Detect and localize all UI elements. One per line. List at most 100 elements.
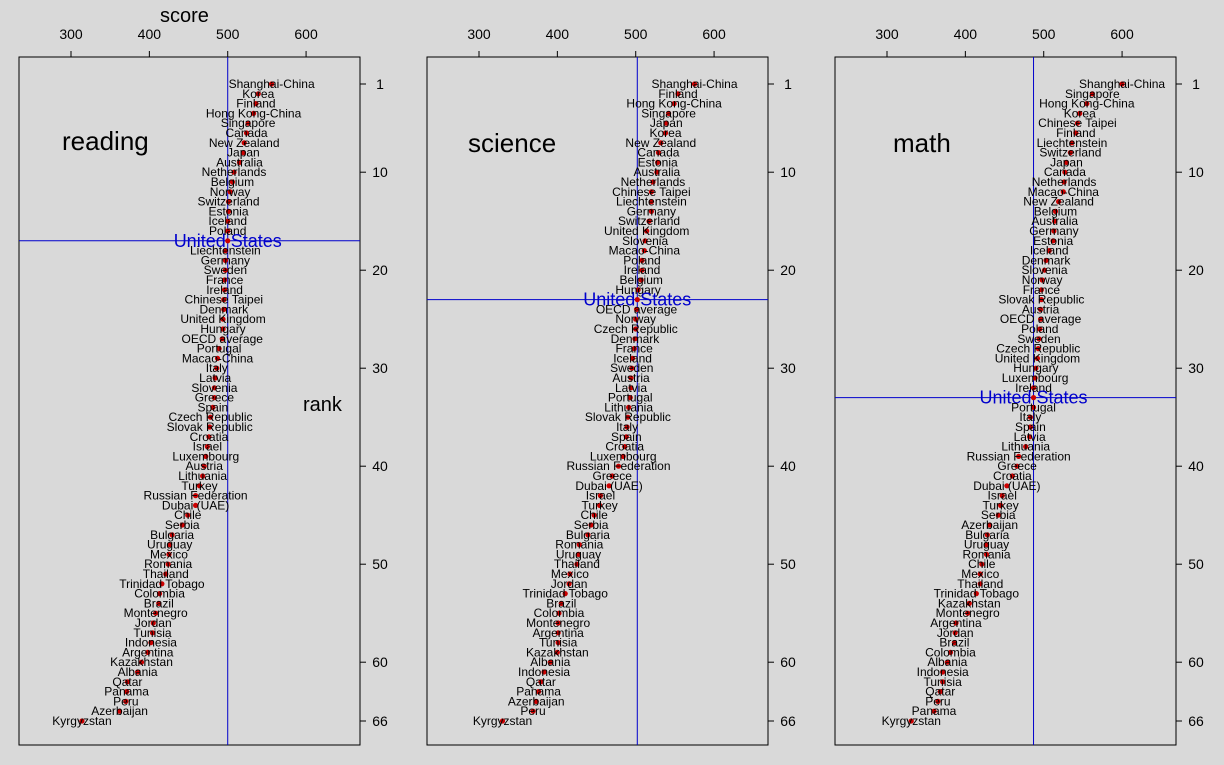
country-label-kyrgyzstan: Kyrgyzstan [882,714,941,728]
data-point-peru [123,698,129,705]
data-point-spain [210,404,216,410]
country-label-oecd-average: OECD average [596,302,678,316]
country-label-liechtenstein: Liechtenstein [190,244,261,258]
country-label-uruguay: Uruguay [964,538,1009,552]
country-label-panama: Panama [104,685,149,699]
data-point-uruguay [167,542,173,548]
country-label-mexico: Mexico [961,567,999,581]
country-label-argentina: Argentina [532,626,584,640]
country-label-shanghai-china: Shanghai-China [1079,77,1165,91]
country-label-liechtenstein: Liechtenstein [1037,136,1108,150]
country-label-slovak-republic: Slovak Republic [998,293,1084,307]
country-label-hong-kong-china: Hong Kong-China [206,106,302,120]
data-point-macao-china [641,248,647,254]
country-label-uruguay: Uruguay [556,547,601,561]
country-label-colombia: Colombia [134,587,185,601]
data-point-canada [243,130,250,136]
data-point-chile [185,512,191,518]
data-point-lithuania [200,473,206,479]
data-point-switzerland [225,199,232,205]
data-point-albania [135,669,141,675]
country-label-bulgaria: Bulgaria [150,528,194,542]
data-point-greece [211,395,217,401]
data-point-ireland [221,287,228,293]
country-label-japan: Japan [1050,155,1083,169]
x-tick-label: 600 [702,26,726,42]
country-label-portugal: Portugal [608,391,653,405]
country-label-united-states: United States [980,388,1088,408]
y-tick-label: 50 [1188,556,1204,572]
country-label-latvia: Latvia [1014,430,1046,444]
y-tick-label: 60 [1188,654,1204,670]
data-point-portugal [1030,404,1037,410]
country-label-greece: Greece [593,469,633,483]
country-label-indonesia: Indonesia [518,665,570,679]
data-point-argentina [145,649,151,656]
data-point-brazil [156,600,162,607]
data-point-luxembourg [620,453,626,459]
country-label-thailand: Thailand [554,557,600,571]
y-tick-label: 10 [372,164,388,180]
country-label-hong-kong-china: Hong Kong-China [1039,97,1135,111]
data-point-croatia [1009,473,1015,479]
x-tick-label: 300 [59,26,83,42]
x-axis-title: score [160,5,209,27]
data-point-mexico [977,571,983,577]
country-label-canada: Canada [1044,165,1086,179]
country-label-kazakhstan: Kazakhstan [110,655,173,669]
data-point-new-zealand [658,140,664,146]
country-label-shanghai-china: Shanghai-China [651,77,737,91]
country-label-montenegro: Montenegro [124,606,188,620]
data-point-united-kingdom [644,228,650,234]
country-label-albania: Albania [118,665,158,679]
data-point-argentina [555,630,561,636]
data-point-jordan [150,620,156,626]
data-point-uruguay [983,542,990,548]
data-point-netherlands [1061,179,1067,185]
data-point-poland [225,228,231,234]
country-label-montenegro: Montenegro [936,606,1000,620]
country-label-hungary: Hungary [615,283,660,297]
x-tick-label: 500 [624,26,648,42]
data-point-japan [240,150,246,156]
country-label-oecd-average: OECD average [1000,312,1082,326]
country-label-finland: Finland [236,97,275,111]
country-label-netherlands: Netherlands [621,175,686,189]
data-point-turkey [597,502,603,508]
country-label-japan: Japan [227,146,260,160]
country-label-italy: Italy [1019,410,1041,424]
country-label-jordan: Jordan [551,577,588,591]
data-point-ireland [1030,385,1037,391]
data-point-denmark [632,336,638,342]
data-point-macao-china [214,355,221,361]
country-label-chinese-taipei: Chinese Taipei [612,185,691,199]
x-tick-label: 300 [467,26,491,42]
country-label-australia: Australia [216,155,263,169]
country-label-tunisia: Tunisia [924,675,963,689]
data-point-qatar [937,689,943,695]
country-label-macao-china: Macao-China [182,351,254,365]
data-point-israel [999,493,1005,499]
data-point-bulgaria [585,532,591,538]
country-label-denmark: Denmark [611,332,661,346]
country-label-serbia: Serbia [574,518,609,532]
data-point-estonia [655,159,661,165]
country-label-chile: Chile [174,508,202,522]
country-label-kyrgyzstan: Kyrgyzstan [52,714,111,728]
country-label-switzerland: Switzerland [618,214,680,228]
y-tick-label: 50 [780,556,796,572]
y-tick-label: 66 [780,713,796,729]
panel-science: 300 400 500 600 1 10 20 30 40 50 60 66 science Shangh… [426,26,796,746]
country-label-new-zealand: New Zealand [209,136,280,150]
data-point-oecd-average [1037,316,1044,322]
data-point-netherlands [231,169,237,175]
y-tick-label: 66 [372,713,388,729]
country-label-belgium: Belgium [620,273,663,287]
data-point-portugal [216,346,222,352]
country-label-trinidad-tobago: Trinidad Tobago [522,587,608,601]
data-point-hong-kong-china [671,101,677,107]
data-point-tunisia [555,640,561,646]
country-label-bulgaria: Bulgaria [965,528,1009,542]
y-tick-label: 10 [1188,164,1204,180]
country-label-hungary: Hungary [200,322,245,336]
